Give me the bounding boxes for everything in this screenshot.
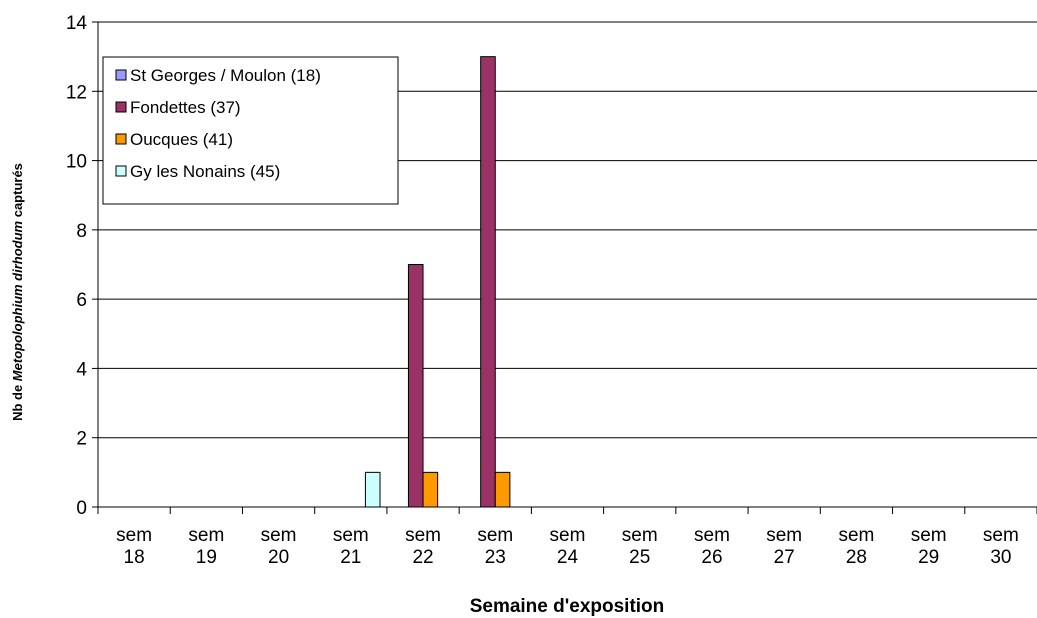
x-tick-label: sem 25	[622, 525, 658, 568]
bar	[480, 56, 496, 508]
legend-box	[102, 56, 399, 205]
x-tick-label-number: 27	[774, 547, 795, 568]
x-tick-label-prefix: sem	[911, 525, 947, 546]
x-tick-label-number: 30	[990, 547, 1011, 568]
x-tick-label: sem 28	[838, 525, 874, 568]
y-tick-label: 10	[66, 152, 87, 173]
x-tick-label-prefix: sem	[333, 525, 369, 546]
x-tick-label: sem 26	[694, 525, 730, 568]
legend-swatch	[115, 165, 127, 177]
x-tick-label-prefix: sem	[188, 525, 224, 546]
legend-label: Oucques (41)	[130, 130, 233, 149]
x-tick-label-number: 29	[918, 547, 939, 568]
bar	[407, 264, 424, 508]
y-tick-label: 0	[76, 498, 87, 519]
y-tick-label: 8	[76, 221, 87, 242]
y-axis-title: Nb de Metopolophium dirhodum capturés	[10, 163, 25, 421]
x-tick-label-number: 22	[412, 547, 433, 568]
x-tick-label-number: 24	[557, 547, 579, 568]
x-tick-label: sem 21	[333, 525, 369, 568]
legend: St Georges / Moulon (18) Fondettes (37) Ou…	[102, 56, 399, 205]
x-tick-label-prefix: sem	[477, 525, 513, 546]
x-tick-label: sem 22	[405, 525, 441, 568]
x-tick-label-prefix: sem	[405, 525, 441, 546]
y-tick-label: 2	[76, 429, 87, 450]
x-tick-label-prefix: sem	[116, 525, 152, 546]
x-tick-label-number: 23	[485, 547, 506, 568]
x-tick-label-prefix: sem	[694, 525, 730, 546]
bar	[494, 471, 511, 508]
legend-label: Fondettes (37)	[130, 98, 241, 117]
x-tick-label-prefix: sem	[983, 525, 1019, 546]
x-tick-label-number: 25	[629, 547, 650, 568]
x-tick-label: sem 18	[116, 525, 152, 568]
y-axis-title-species: Metopolophium dirhodum	[10, 220, 25, 381]
legend-label: St Georges / Moulon (18)	[130, 66, 321, 85]
y-axis-title-suffix: capturés	[10, 163, 25, 221]
x-tick-label: sem 27	[766, 525, 802, 568]
x-tick-label: sem 24	[550, 525, 586, 568]
x-tick-label: sem 29	[911, 525, 947, 568]
x-tick-label-number: 28	[846, 547, 867, 568]
axes	[97, 22, 1037, 514]
x-tick-label: sem 30	[983, 525, 1019, 568]
y-tick-labels: 0 2 4 6 8 10 12 14	[66, 13, 88, 519]
x-tick-label: sem 23	[477, 525, 513, 568]
legend-swatch	[115, 133, 127, 145]
legend-swatch	[115, 101, 127, 113]
x-tick-label-number: 26	[701, 547, 722, 568]
x-tick-label-number: 21	[340, 547, 361, 568]
x-tick-label-prefix: sem	[766, 525, 802, 546]
x-tick-label-number: 18	[124, 547, 145, 568]
y-tick-label: 14	[66, 13, 88, 34]
bar	[364, 471, 381, 508]
x-tick-label-number: 19	[196, 547, 217, 568]
y-axis-title-prefix: Nb de	[10, 381, 25, 421]
y-tick-label: 4	[76, 359, 87, 380]
x-tick-label-prefix: sem	[622, 525, 658, 546]
bar	[422, 471, 439, 508]
legend-swatch	[115, 69, 127, 81]
y-tick-label: 12	[66, 82, 87, 103]
x-tick-label-prefix: sem	[838, 525, 874, 546]
x-tick-label-number: 20	[268, 547, 289, 568]
legend-label: Gy les Nonains (45)	[130, 162, 280, 181]
bars	[364, 56, 511, 508]
x-tick-label: sem 20	[261, 525, 297, 568]
x-tick-label-prefix: sem	[261, 525, 297, 546]
y-tick-label: 6	[76, 290, 87, 311]
x-axis-title: Semaine d'exposition	[470, 596, 665, 617]
x-tick-label: sem 19	[188, 525, 224, 568]
x-tick-label-prefix: sem	[550, 525, 586, 546]
